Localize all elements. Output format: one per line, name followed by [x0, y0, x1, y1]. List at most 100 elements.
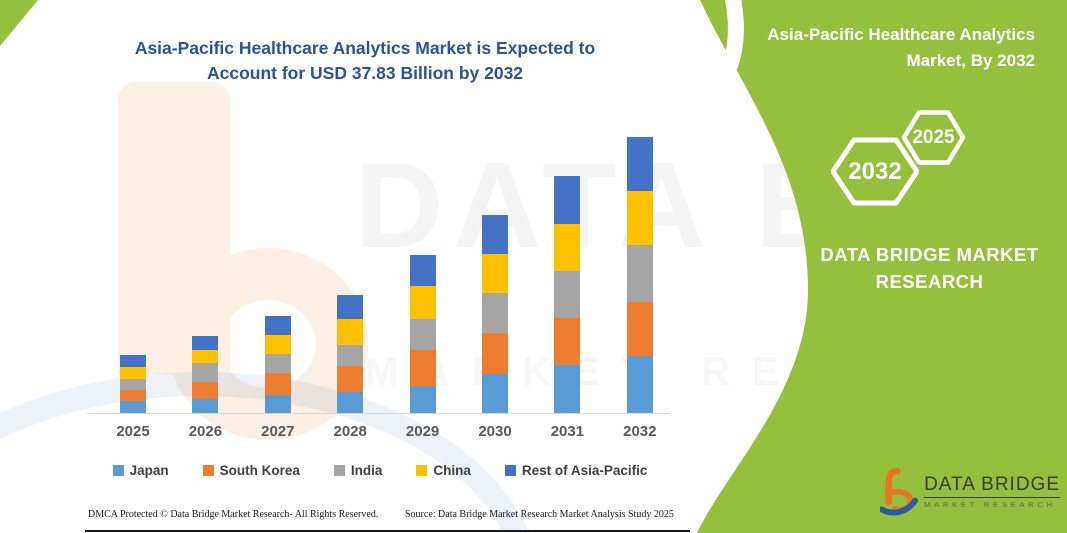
hexagon-2032: 2032	[830, 137, 920, 206]
chart-title-line2: Account for USD 37.83 Billion by 2032	[206, 63, 524, 83]
legend-label-japan: Japan	[129, 463, 169, 478]
bar-2031	[554, 175, 581, 413]
legend-item-china: China	[416, 463, 471, 478]
hexagon-2032-outline	[830, 137, 920, 206]
bar-2032-segment-rest-of-asia-pacific	[626, 137, 653, 192]
bar-2026-segment-india	[192, 363, 219, 382]
legend-swatch-japan	[112, 465, 124, 476]
bar-2030	[482, 215, 508, 413]
bar-2028-segment-china	[337, 318, 364, 346]
bar-2025-segment-japan	[120, 401, 146, 413]
legend-swatch-rest-of-asia-pacific	[504, 465, 516, 476]
legend-swatch-china	[416, 465, 428, 476]
hexagon-2025: 2025	[901, 110, 966, 165]
legend-swatch-india	[333, 465, 345, 476]
hexagon-2032-label: 2032	[848, 157, 902, 185]
side-panel-background	[687, 0, 1067, 533]
databridge-logo-text: DATA BRIDGE MARKET RESEARCH	[924, 474, 1060, 509]
legend-item-south-korea: South Korea	[202, 463, 300, 478]
corner-accent-triangle	[0, 0, 38, 46]
brand-wordmark: DATA BRIDGE MARKET RESEARCH	[792, 241, 1067, 295]
bar-2032-segment-south-korea	[626, 302, 653, 357]
x-axis-label-2032: 2032	[623, 423, 657, 440]
side-panel: Asia-Pacific Healthcare Analytics Market…	[687, 0, 1067, 533]
bar-2026-segment-china	[192, 350, 219, 364]
bar-2025-segment-rest-of-asia-pacific	[120, 354, 146, 368]
legend-item-india: India	[333, 463, 383, 478]
bar-2028-segment-japan	[337, 391, 364, 413]
brand-wordmark-line2: RESEARCH	[875, 271, 984, 292]
chart-section: Asia-Pacific Healthcare Analytics Market…	[85, 36, 690, 532]
bar-2028-segment-south-korea	[337, 366, 364, 392]
bar-2029-segment-india	[409, 318, 436, 351]
bar-2030-segment-south-korea	[482, 332, 508, 374]
x-axis-label-2027: 2027	[261, 423, 295, 440]
logo-name: DATA BRIDGE	[924, 474, 1060, 498]
legend-item-japan: Japan	[112, 463, 169, 478]
source-note: Source: Data Bridge Market Research Mark…	[405, 509, 674, 520]
panel-title-line1: Asia-Pacific Healthcare Analytics	[767, 25, 1035, 44]
bar-2031-segment-south-korea	[554, 318, 581, 365]
x-axis-label-2031: 2031	[550, 423, 585, 440]
brand-wordmark-line1: DATA BRIDGE MARKET	[820, 244, 1039, 265]
legend-swatch-south-korea	[202, 465, 214, 476]
chart-title-line1: Asia-Pacific Healthcare Analytics Market…	[134, 38, 596, 58]
bar-2031-segment-rest-of-asia-pacific	[554, 175, 581, 224]
bar-2031-segment-japan	[554, 364, 581, 413]
bar-2029-segment-china	[409, 285, 436, 319]
bar-2027-segment-china	[264, 334, 291, 354]
bar-2029-segment-japan	[409, 385, 436, 413]
bar-2031-segment-india	[554, 270, 581, 319]
x-axis-label-2028: 2028	[333, 423, 367, 440]
legend-label-india: India	[350, 463, 383, 478]
bar-2026-segment-japan	[192, 399, 219, 413]
hexagon-2025-label: 2025	[912, 126, 955, 148]
bottom-divider	[85, 530, 690, 532]
bar-2029-segment-south-korea	[409, 350, 436, 386]
chart-legend: Japan South Korea India China Rest of Asia-P…	[90, 463, 670, 478]
panel-title: Asia-Pacific Healthcare Analytics Market…	[735, 22, 1035, 74]
legend-item-rest-of-asia-pacific: Rest of Asia-Pacific	[504, 463, 648, 478]
x-axis-label-2029: 2029	[405, 423, 440, 440]
legend-label-south-korea: South Korea	[219, 463, 300, 478]
logo-subtitle: MARKET RESEARCH	[924, 499, 1056, 509]
databridge-logo: DATA BRIDGE MARKET RESEARCH	[880, 460, 1060, 522]
bar-2025-segment-south-korea	[120, 390, 146, 402]
bar-2032-segment-india	[626, 245, 653, 303]
bar-2027-segment-india	[264, 353, 291, 373]
legend-label-china: China	[433, 463, 471, 478]
bar-2025	[120, 354, 146, 413]
bar-2026-segment-rest-of-asia-pacific	[192, 335, 219, 351]
legend-label-rest-of-asia-pacific: Rest of Asia-Pacific	[521, 463, 648, 478]
bar-2031-segment-china	[554, 223, 581, 271]
bar-2026	[192, 335, 219, 413]
bar-2030-segment-india	[482, 292, 508, 333]
bar-2027	[264, 315, 291, 413]
hexagon-2025-outline	[901, 110, 966, 165]
bar-2028-segment-india	[337, 345, 364, 367]
x-axis-label-2025: 2025	[116, 423, 150, 440]
bar-2025-segment-china	[120, 367, 146, 379]
bar-2026-segment-south-korea	[192, 381, 219, 400]
bar-2027-segment-japan	[264, 394, 291, 413]
x-axis-line	[87, 413, 670, 414]
bar-2032	[626, 137, 653, 413]
bar-2032-segment-china	[626, 191, 653, 246]
bar-2025-segment-india	[120, 378, 146, 391]
bar-2032-segment-japan	[626, 356, 653, 413]
x-axis-label-2030: 2030	[478, 423, 512, 440]
databridge-logo-icon	[880, 467, 919, 516]
bar-2027-segment-south-korea	[264, 372, 291, 395]
bar-2030-segment-china	[482, 253, 508, 293]
panel-title-line2: Market, By 2032	[906, 51, 1035, 70]
bar-2029	[409, 255, 436, 413]
bar-2028-segment-rest-of-asia-pacific	[337, 294, 364, 319]
plot-area: 2025 2026 2027 2028 2029 2030 2031 2032	[87, 137, 670, 440]
chart-title: Asia-Pacific Healthcare Analytics Market…	[90, 36, 640, 86]
bar-2030-segment-japan	[482, 373, 508, 413]
bar-2027-segment-rest-of-asia-pacific	[264, 315, 291, 335]
x-axis-label-2026: 2026	[188, 423, 223, 440]
bar-2028	[337, 294, 364, 413]
bar-2030-segment-rest-of-asia-pacific	[482, 215, 508, 254]
